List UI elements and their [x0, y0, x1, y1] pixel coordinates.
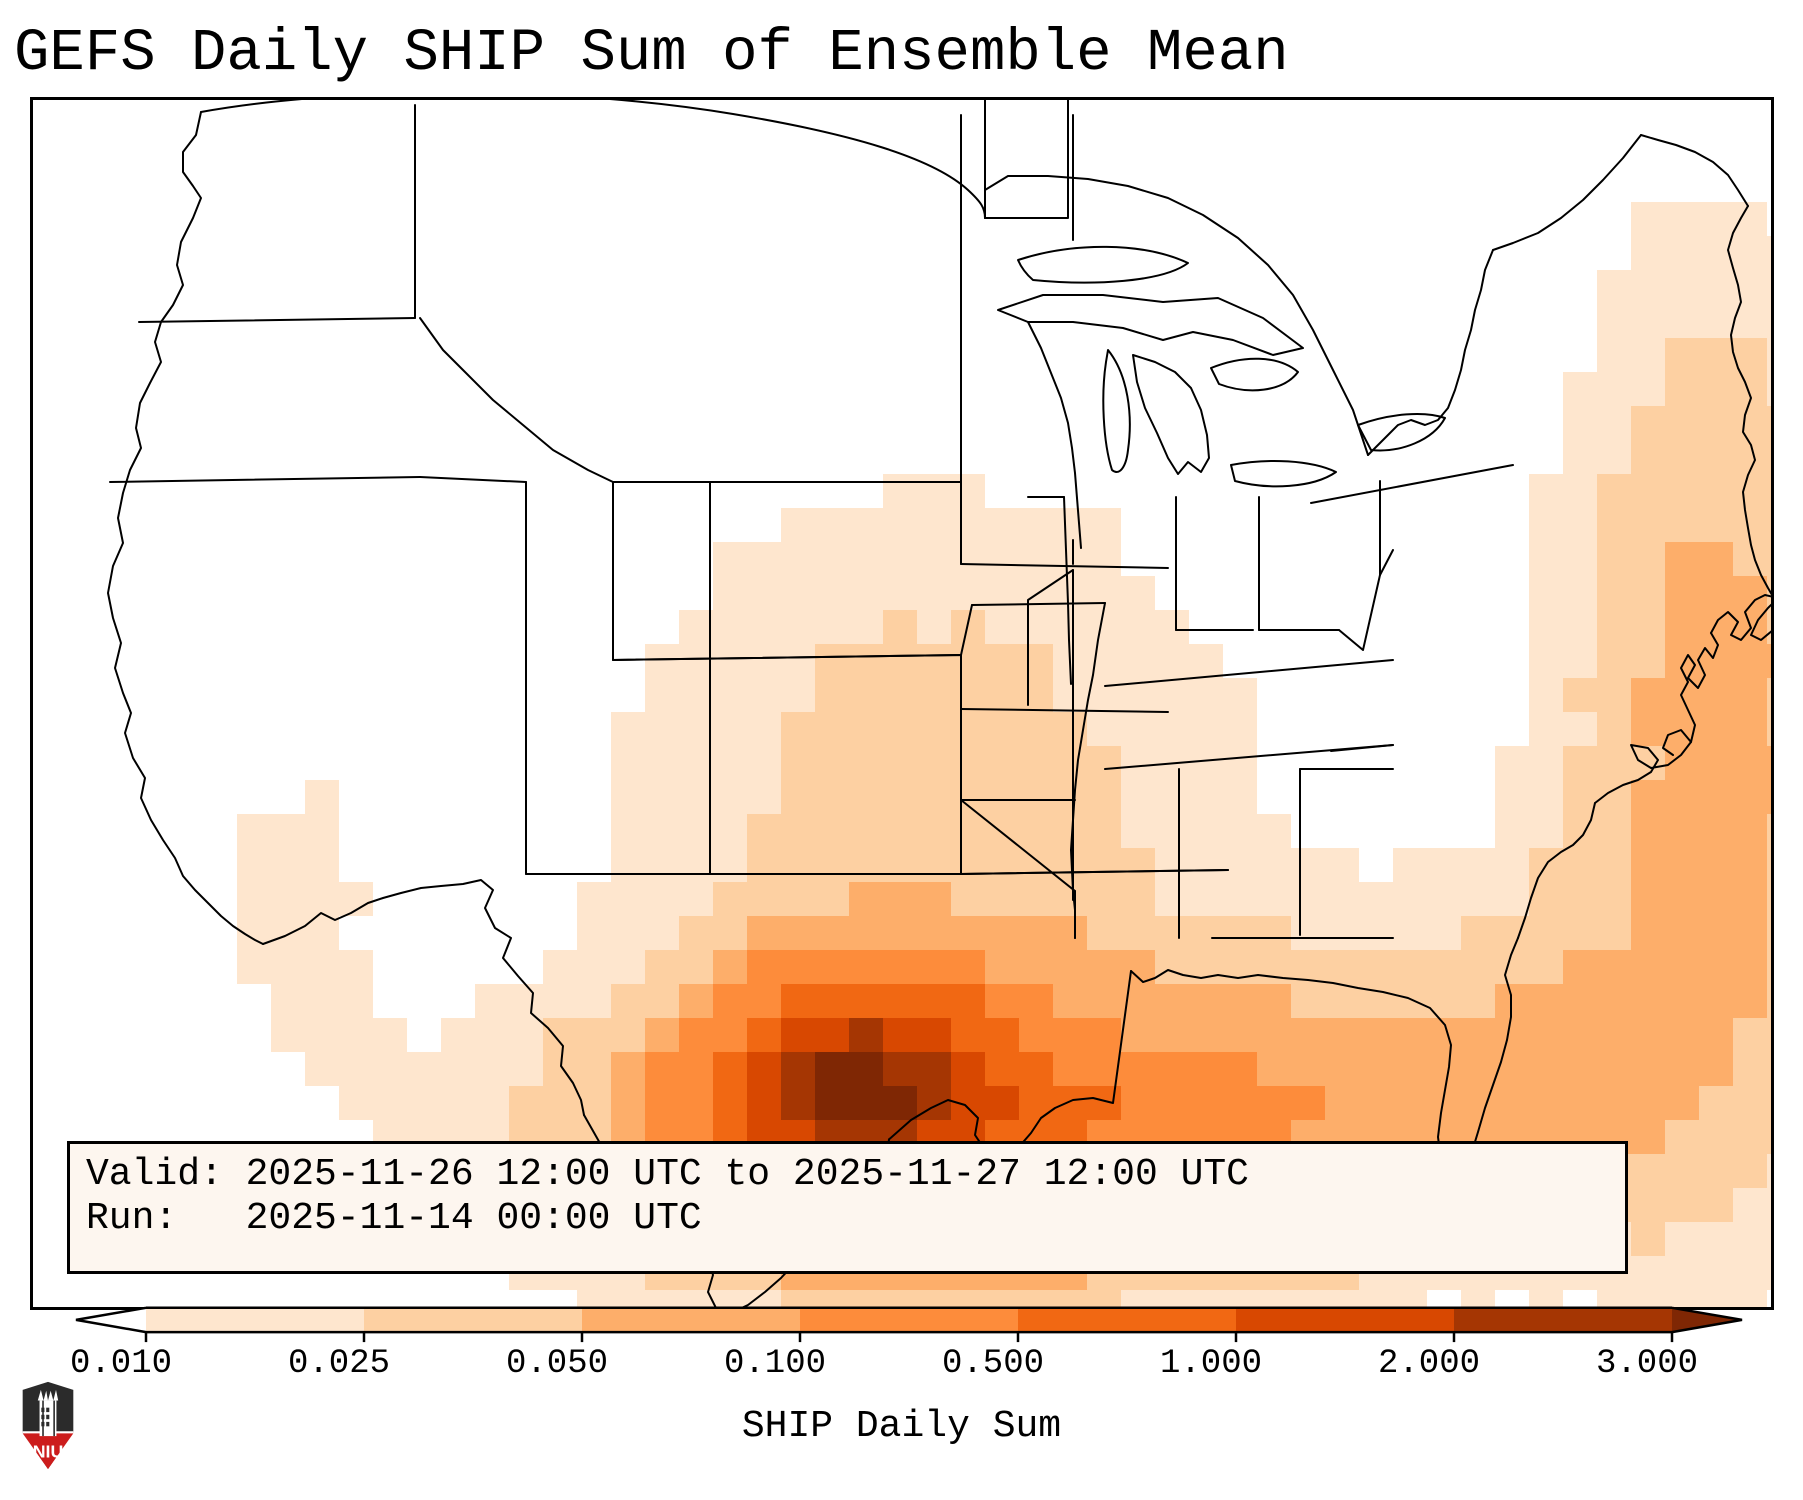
svg-text:NIU: NIU — [33, 1441, 64, 1461]
